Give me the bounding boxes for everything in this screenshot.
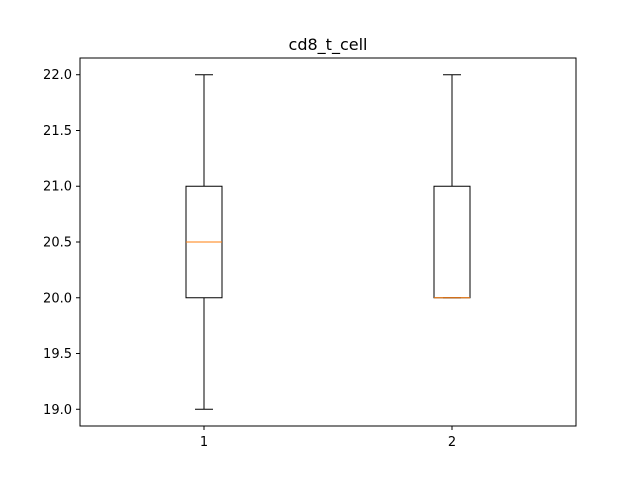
y-tick-label: 19.0 [43, 403, 72, 418]
plot-area: 19.0 19.5 20.0 20.5 21.0 21.5 22.0 1 2 [43, 57, 577, 450]
y-tick-label: 21.0 [43, 180, 72, 195]
chart-title: cd8_t_cell [289, 35, 368, 55]
y-tick-label: 20.0 [43, 291, 72, 306]
y-tick-label: 22.0 [43, 68, 72, 83]
y-tick-label: 20.5 [43, 236, 72, 251]
y-tick-label: 21.5 [43, 124, 72, 139]
x-tick-label: 1 [200, 435, 208, 450]
x-tick-label: 2 [448, 435, 456, 450]
y-tick-label: 19.5 [43, 347, 72, 362]
